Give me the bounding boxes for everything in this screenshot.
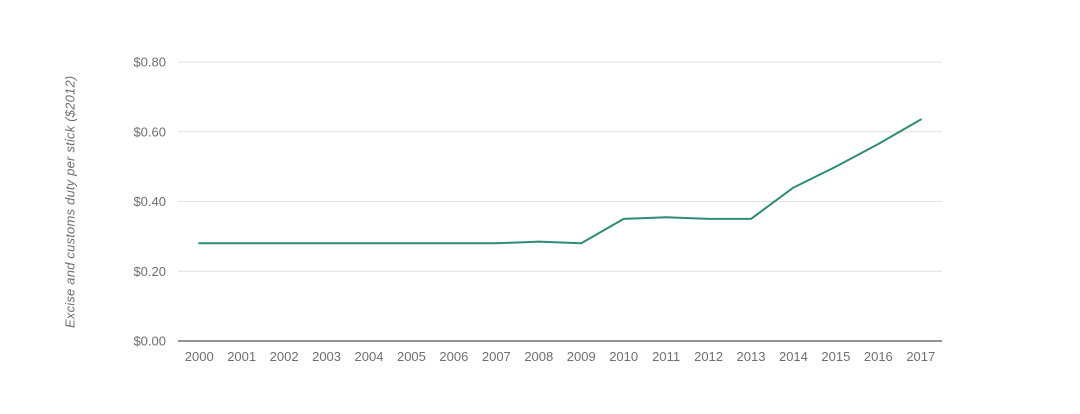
y-tick-label: $0.40 bbox=[133, 194, 166, 209]
x-tick-label: 2001 bbox=[227, 349, 256, 364]
x-tick-label: 2003 bbox=[312, 349, 341, 364]
data-line-series bbox=[198, 118, 922, 245]
x-tick-label: 2016 bbox=[864, 349, 893, 364]
x-tick-label: 2002 bbox=[270, 349, 299, 364]
y-tick-label: $0.60 bbox=[133, 124, 166, 139]
x-tick-label: 2009 bbox=[567, 349, 596, 364]
x-tick-label: 2000 bbox=[185, 349, 214, 364]
x-tick-label: 2011 bbox=[652, 349, 680, 364]
x-tick-label: 2004 bbox=[355, 349, 384, 364]
x-tick-label: 2015 bbox=[821, 349, 850, 364]
x-tick-label: 2017 bbox=[906, 349, 935, 364]
y-tick-label: $0.00 bbox=[133, 334, 166, 349]
y-tick-label: $0.20 bbox=[133, 264, 166, 279]
x-tick-label: 2013 bbox=[737, 349, 766, 364]
x-tick-label: 2006 bbox=[439, 349, 468, 364]
x-tick-label: 2007 bbox=[482, 349, 511, 364]
x-tick-label: 2012 bbox=[694, 349, 723, 364]
x-tick-label: 2008 bbox=[524, 349, 553, 364]
y-tick-label: $0.80 bbox=[133, 55, 166, 70]
x-tick-label: 2014 bbox=[779, 349, 808, 364]
x-tick-label: 2010 bbox=[609, 349, 638, 364]
x-tick-label: 2005 bbox=[397, 349, 426, 364]
